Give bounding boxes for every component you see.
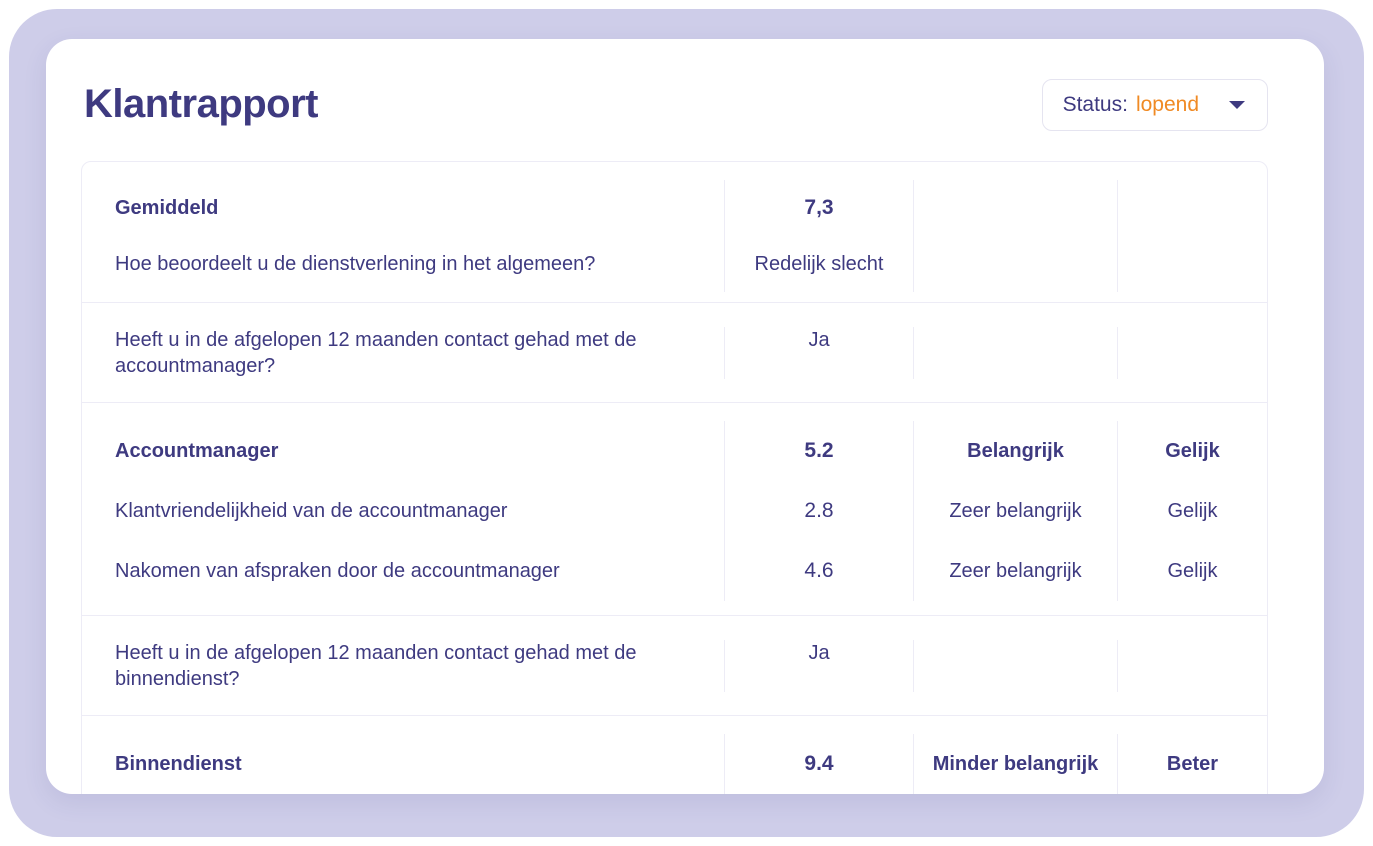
importance-cell: Belangrijk <box>913 421 1117 481</box>
status-dropdown[interactable]: Status: lopend <box>1041 78 1268 131</box>
comparison-cell: Beter <box>1117 734 1267 794</box>
status-label: Status: <box>1062 92 1128 116</box>
table-group-accountmanager: Accountmanager 5.2 Belangrijk Gelijk Kla… <box>82 402 1267 615</box>
score-cell: 4.6 <box>724 541 913 601</box>
page-title: Klantrapport <box>84 82 319 126</box>
question-cell: Heeft u in de afgelopen 12 maanden conta… <box>82 327 724 379</box>
report-card: Klantrapport Status: lopend Gemiddeld 7,… <box>46 39 1324 794</box>
report-header: Klantrapport Status: lopend <box>46 39 1324 134</box>
row-label: Gemiddeld <box>115 197 219 219</box>
score-cell: Ja <box>724 327 913 379</box>
comparison-cell: Gelijk <box>1117 421 1267 481</box>
report-table: Gemiddeld 7,3 Hoe beoordeelt u de dienst… <box>81 161 1268 794</box>
question-cell: Nakomen van afspraken door de accountman… <box>115 560 560 582</box>
importance-cell: Minder belangrijk <box>913 734 1117 794</box>
table-group-contact-binnendienst: Heeft u in de afgelopen 12 maanden conta… <box>82 615 1267 715</box>
row-label: Binnendienst <box>115 753 242 775</box>
table-group-gemiddeld: Gemiddeld 7,3 Hoe beoordeelt u de dienst… <box>82 162 1267 302</box>
status-value: lopend <box>1135 92 1199 116</box>
table-group-contact-accountmanager: Heeft u in de afgelopen 12 maanden conta… <box>82 302 1267 402</box>
comparison-cell: Gelijk <box>1117 541 1267 601</box>
app-background: Klantrapport Status: lopend Gemiddeld 7,… <box>9 9 1364 837</box>
importance-cell: Zeer belangrijk <box>913 481 1117 541</box>
score-cell: 9.4 <box>724 734 913 794</box>
question-cell: Hoe beoordeelt u de dienstverlening in h… <box>115 253 596 275</box>
chevron-down-icon <box>1229 100 1245 109</box>
question-text: Heeft u in de afgelopen 12 maanden conta… <box>115 329 637 377</box>
importance-cell: Zeer belangrijk <box>913 541 1117 601</box>
score-cell: 5.2 <box>724 421 913 481</box>
score-cell: 7,3 <box>724 180 913 236</box>
comparison-cell <box>1117 640 1267 692</box>
importance-cell <box>913 640 1117 692</box>
score-cell: Ja <box>724 640 913 692</box>
comparison-cell <box>1117 180 1267 236</box>
importance-cell <box>913 180 1117 236</box>
question-text: Heeft u in de afgelopen 12 maanden conta… <box>115 642 637 690</box>
table-group-binnendienst: Binnendienst 9.4 Minder belangrijk Beter <box>82 715 1267 794</box>
comparison-cell <box>1117 327 1267 379</box>
score-cell: 2.8 <box>724 481 913 541</box>
question-cell: Heeft u in de afgelopen 12 maanden conta… <box>82 640 724 692</box>
importance-cell <box>913 236 1117 292</box>
importance-cell <box>913 327 1117 379</box>
score-cell: Redelijk slecht <box>724 236 913 292</box>
comparison-cell: Gelijk <box>1117 481 1267 541</box>
comparison-cell <box>1117 236 1267 292</box>
row-label: Accountmanager <box>115 440 279 462</box>
question-cell: Klantvriendelijkheid van de accountmanag… <box>115 500 508 522</box>
